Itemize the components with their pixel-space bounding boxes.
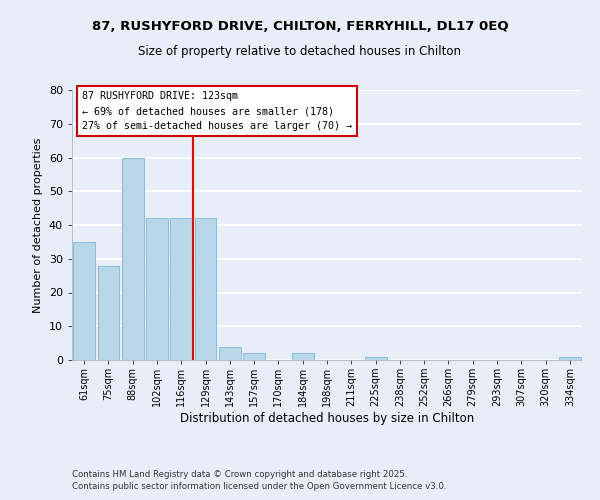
Y-axis label: Number of detached properties: Number of detached properties xyxy=(33,138,43,312)
Bar xyxy=(194,218,217,360)
Bar xyxy=(122,158,143,360)
X-axis label: Distribution of detached houses by size in Chilton: Distribution of detached houses by size … xyxy=(180,412,474,425)
Text: Size of property relative to detached houses in Chilton: Size of property relative to detached ho… xyxy=(139,45,461,58)
Text: 87 RUSHYFORD DRIVE: 123sqm
← 69% of detached houses are smaller (178)
27% of sem: 87 RUSHYFORD DRIVE: 123sqm ← 69% of deta… xyxy=(82,92,352,131)
Bar xyxy=(365,356,386,360)
Text: Contains HM Land Registry data © Crown copyright and database right 2025.: Contains HM Land Registry data © Crown c… xyxy=(72,470,407,479)
Bar xyxy=(219,346,241,360)
Bar xyxy=(73,242,95,360)
Bar xyxy=(559,356,581,360)
Bar xyxy=(292,353,314,360)
Bar xyxy=(243,353,265,360)
Bar xyxy=(146,218,168,360)
Bar xyxy=(170,218,192,360)
Text: Contains public sector information licensed under the Open Government Licence v3: Contains public sector information licen… xyxy=(72,482,446,491)
Bar xyxy=(97,266,119,360)
Text: 87, RUSHYFORD DRIVE, CHILTON, FERRYHILL, DL17 0EQ: 87, RUSHYFORD DRIVE, CHILTON, FERRYHILL,… xyxy=(92,20,508,33)
